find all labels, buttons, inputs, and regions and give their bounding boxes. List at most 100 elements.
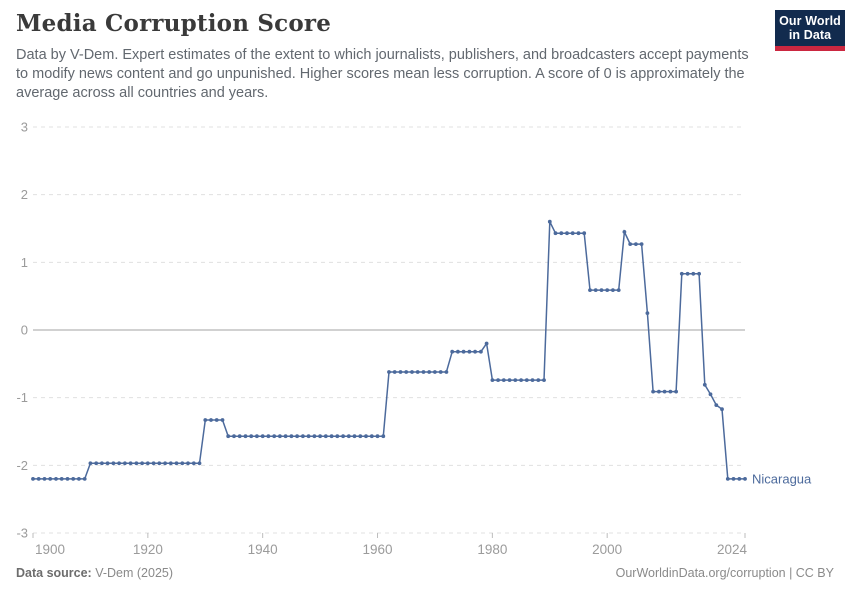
data-point[interactable] [140, 461, 145, 466]
data-point[interactable] [381, 434, 386, 439]
data-point[interactable] [461, 349, 466, 354]
data-point[interactable] [145, 461, 150, 466]
data-point[interactable] [54, 477, 58, 481]
data-point[interactable] [616, 288, 621, 292]
data-point[interactable] [306, 434, 311, 439]
data-point[interactable] [220, 418, 225, 422]
data-point[interactable] [398, 370, 403, 374]
data-point[interactable] [720, 407, 724, 412]
data-point[interactable] [559, 231, 564, 236]
data-point[interactable] [151, 461, 156, 466]
data-point[interactable] [725, 477, 730, 481]
data-point[interactable] [404, 370, 409, 374]
data-point[interactable] [209, 418, 213, 422]
data-point[interactable] [123, 461, 127, 466]
data-point[interactable] [323, 434, 328, 439]
data-point[interactable] [524, 378, 529, 382]
data-point[interactable] [289, 434, 294, 439]
data-point[interactable] [352, 434, 357, 439]
data-point[interactable] [456, 349, 460, 354]
data-point[interactable] [341, 434, 345, 439]
data-point[interactable] [415, 370, 420, 374]
data-point[interactable] [473, 349, 477, 354]
data-point[interactable] [593, 288, 598, 292]
owid-citation-link[interactable]: OurWorldinData.org/corruption | CC BY [615, 566, 834, 580]
data-point[interactable] [496, 378, 500, 382]
data-point[interactable] [634, 242, 638, 247]
data-point[interactable] [479, 349, 483, 354]
data-point[interactable] [662, 389, 667, 394]
data-point[interactable] [226, 434, 231, 439]
data-point[interactable] [645, 311, 650, 315]
data-point[interactable] [180, 461, 185, 466]
data-point[interactable] [421, 370, 426, 374]
data-point[interactable] [507, 378, 512, 382]
data-point[interactable] [519, 378, 523, 382]
data-line[interactable] [33, 221, 745, 480]
data-point[interactable] [59, 477, 64, 481]
data-point[interactable] [639, 242, 644, 247]
data-point[interactable] [111, 461, 116, 466]
data-point[interactable] [214, 418, 219, 422]
data-point[interactable] [547, 219, 552, 224]
data-point[interactable] [369, 434, 374, 439]
data-point[interactable] [82, 477, 87, 481]
data-point[interactable] [243, 434, 248, 439]
data-point[interactable] [743, 477, 747, 481]
data-point[interactable] [48, 477, 53, 481]
data-point[interactable] [588, 288, 592, 292]
data-point[interactable] [77, 477, 81, 481]
data-point[interactable] [438, 370, 443, 374]
data-point[interactable] [427, 370, 432, 374]
data-point[interactable] [168, 461, 173, 466]
data-point[interactable] [318, 434, 322, 439]
data-point[interactable] [702, 382, 707, 387]
data-point[interactable] [260, 434, 265, 439]
data-point[interactable] [565, 231, 569, 236]
data-point[interactable] [679, 271, 684, 276]
data-point[interactable] [186, 461, 190, 466]
data-point[interactable] [255, 434, 259, 439]
data-point[interactable] [71, 477, 76, 481]
data-point[interactable] [346, 434, 351, 439]
data-point[interactable] [714, 403, 719, 407]
data-point[interactable] [737, 477, 742, 481]
data-point[interactable] [542, 378, 546, 382]
data-point[interactable] [657, 389, 661, 394]
data-point[interactable] [410, 370, 414, 374]
data-point[interactable] [553, 231, 558, 236]
data-point[interactable] [312, 434, 317, 439]
data-point[interactable] [266, 434, 271, 439]
data-point[interactable] [651, 389, 655, 394]
data-point[interactable] [685, 271, 690, 276]
data-point[interactable] [237, 434, 242, 439]
data-point[interactable] [501, 378, 506, 382]
data-point[interactable] [576, 231, 581, 236]
data-point[interactable] [611, 288, 615, 292]
data-point[interactable] [450, 349, 455, 354]
data-point[interactable] [731, 477, 736, 481]
data-point[interactable] [191, 461, 196, 466]
data-point[interactable] [622, 230, 627, 234]
data-point[interactable] [117, 461, 121, 466]
data-point[interactable] [174, 461, 179, 466]
data-point[interactable] [301, 434, 305, 439]
data-point[interactable] [536, 378, 541, 382]
data-point[interactable] [364, 434, 368, 439]
data-point[interactable] [128, 461, 133, 466]
data-point[interactable] [444, 370, 449, 374]
data-point[interactable] [197, 461, 202, 466]
data-point[interactable] [203, 418, 208, 422]
data-point[interactable] [329, 434, 334, 439]
data-point[interactable] [272, 434, 277, 439]
data-point[interactable] [490, 378, 495, 382]
data-point[interactable] [163, 461, 168, 466]
data-point[interactable] [628, 242, 633, 247]
data-point[interactable] [708, 392, 713, 397]
data-point[interactable] [249, 434, 254, 439]
data-point[interactable] [88, 461, 93, 466]
data-point[interactable] [513, 378, 518, 382]
data-point[interactable] [570, 231, 575, 236]
data-point[interactable] [375, 434, 380, 439]
